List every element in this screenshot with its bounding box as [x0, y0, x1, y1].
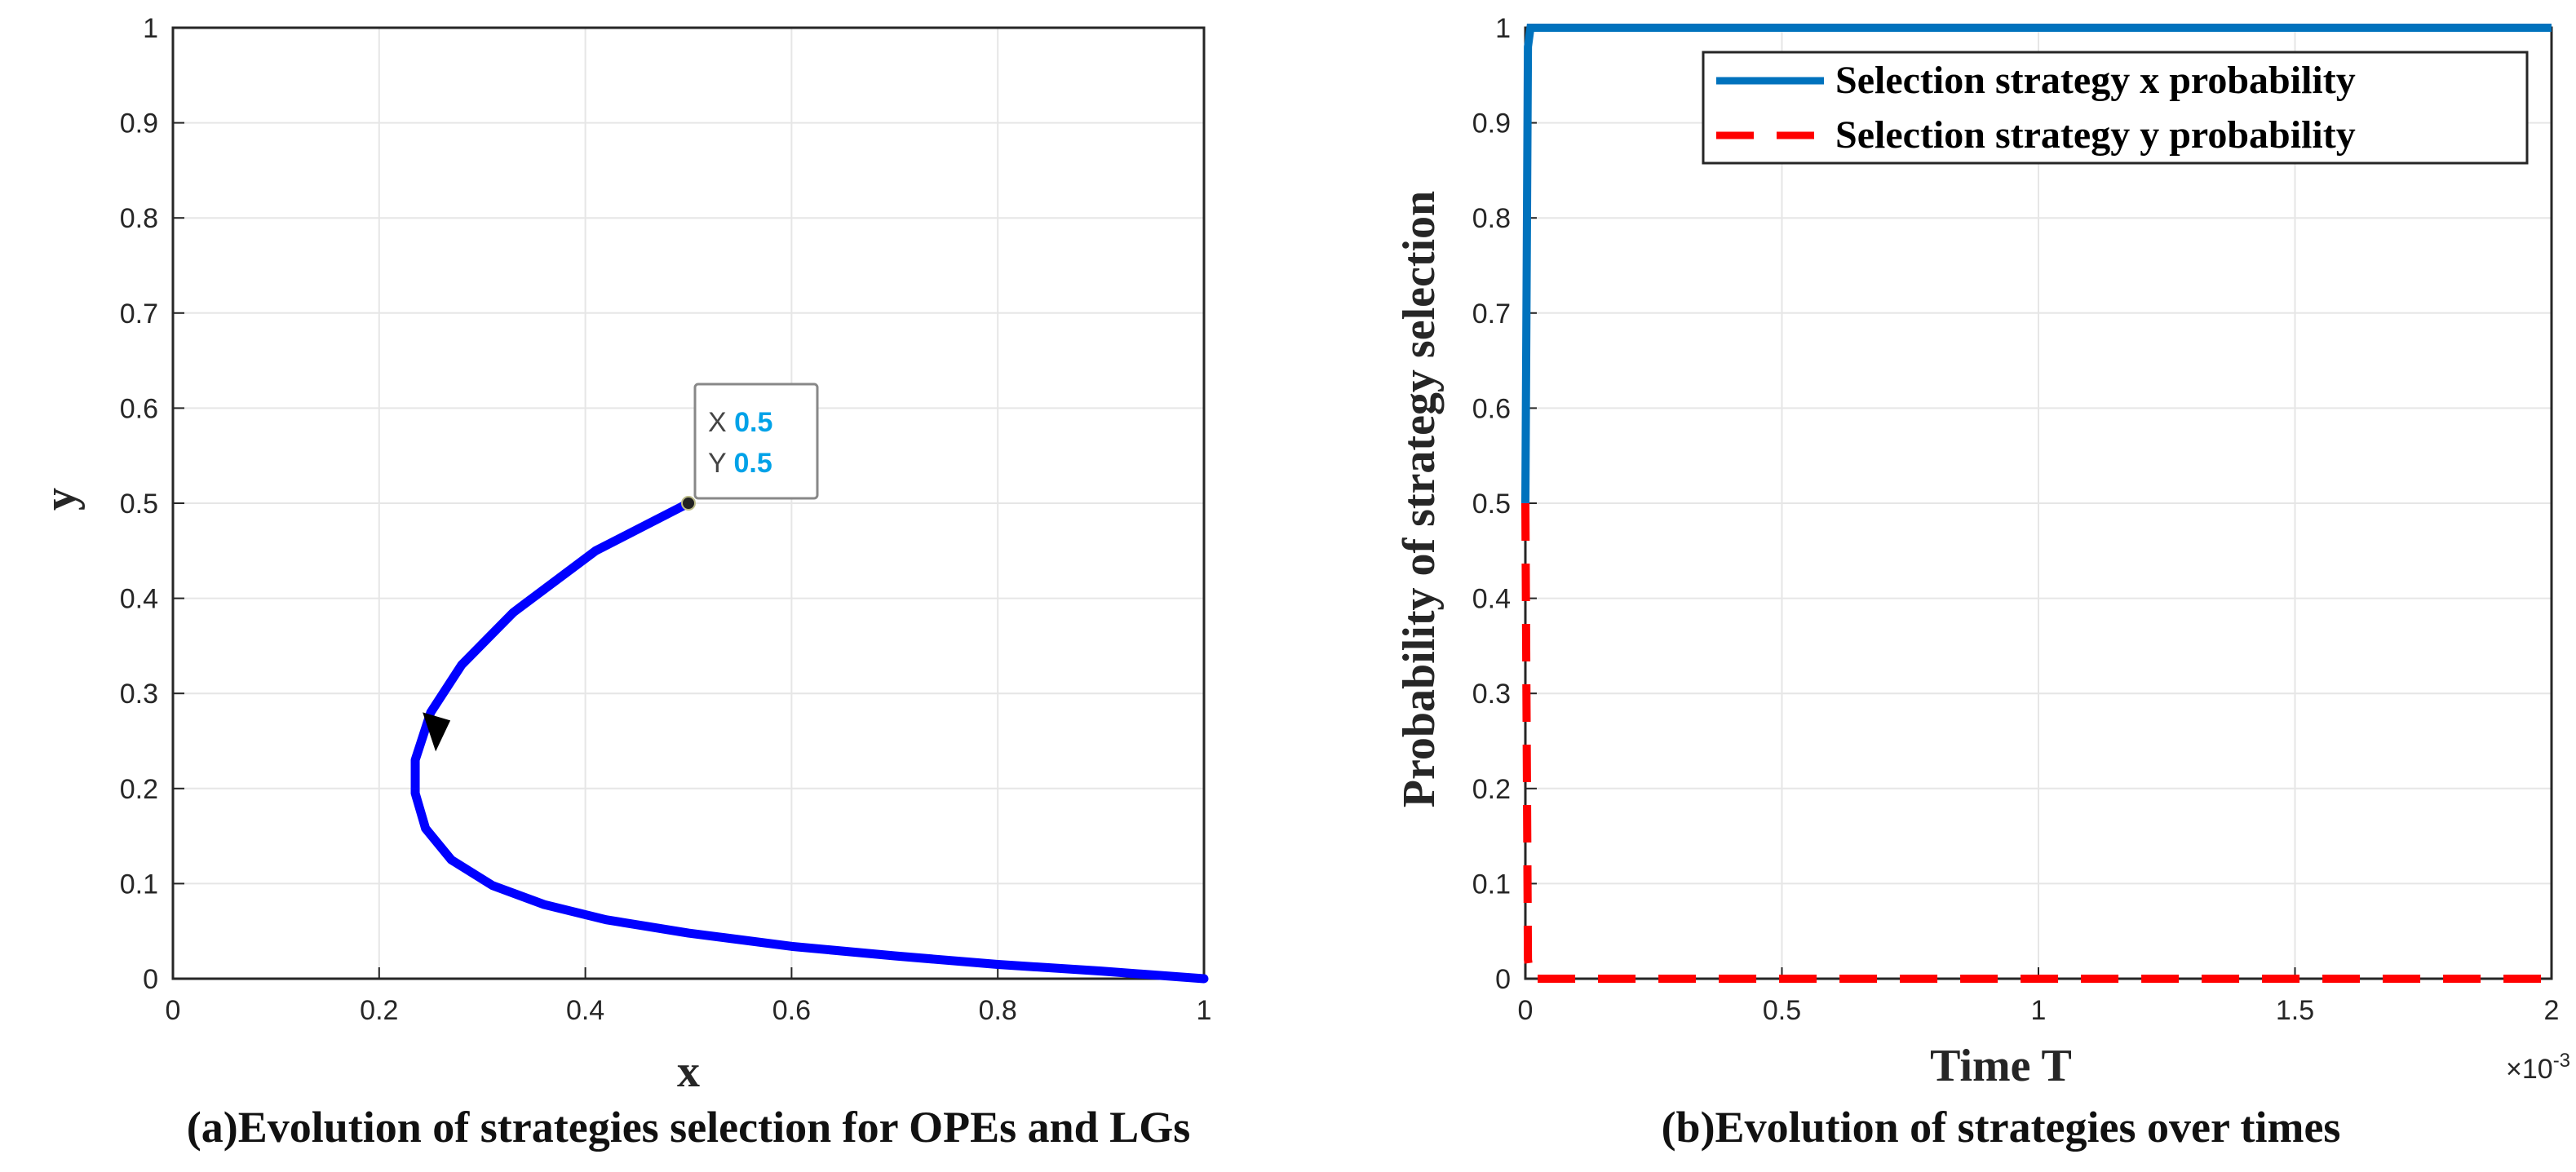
legend-label-y: Selection strategy y probability — [1835, 113, 2356, 157]
y-tick-label: 0.2 — [120, 774, 158, 805]
x-tick-label: 0.5 — [1763, 995, 1801, 1026]
datatip-y-value: 0.5 — [734, 448, 772, 479]
y-tick-label: 0.1 — [1472, 869, 1511, 900]
y-tick-label: 0.8 — [1472, 203, 1511, 234]
datatip-point[interactable] — [681, 496, 696, 511]
datatip-x-row: X 0.5 — [708, 407, 772, 438]
exponent-power: -3 — [2553, 1050, 2570, 1072]
y-tick-label: 0.8 — [120, 203, 158, 234]
chart-a-y-axis-label: y — [35, 488, 86, 511]
x-tick-label: 0.4 — [566, 995, 604, 1026]
legend-label-x: Selection strategy x probability — [1835, 59, 2356, 102]
y-tick-label: 0.6 — [1472, 393, 1511, 424]
datatip-box — [693, 383, 819, 500]
chart-b-caption: (b)Evolution of strategies over times — [1662, 1103, 2341, 1152]
chart-a-ticks: 0 0.2 0.4 0.6 0.8 1 0 0.1 0.2 0.3 0.4 0.5 0.6 0.7 0.8 0… — [120, 13, 1212, 1026]
y-tick-label: 1 — [143, 13, 158, 44]
x-tick-label: 2 — [2544, 995, 2560, 1026]
exponent-base: ×10 — [2506, 1054, 2553, 1085]
series-x-line — [1521, 24, 2552, 504]
trajectory-line — [410, 498, 1209, 984]
y-tick-label: 0.1 — [120, 869, 158, 900]
y-tick-label: 0.3 — [1472, 679, 1511, 710]
direction-arrow — [423, 712, 451, 752]
x-tick-label: 1.5 — [2276, 995, 2314, 1026]
legend-box — [1702, 51, 2529, 165]
chart-b-y-axis-label: Probability of strategy selection — [1394, 191, 1445, 807]
y-tick-label: 0.4 — [120, 584, 158, 615]
y-tick-label: 0.5 — [1472, 489, 1511, 520]
y-tick-label: 0.9 — [1472, 108, 1511, 139]
chart-b-x-exponent: ×10-3 — [2506, 1050, 2570, 1085]
y-tick-label: 0.7 — [120, 299, 158, 329]
chart-a-series — [410, 498, 1209, 984]
x-tick-label: 1 — [2031, 995, 2047, 1026]
y-tick-label: 0.4 — [1472, 584, 1511, 615]
chart-b-legend[interactable]: Selection strategy x probability Selecti… — [1702, 51, 2529, 165]
y-tick-label: 0.6 — [120, 393, 158, 424]
x-tick-label: 0.8 — [979, 995, 1017, 1026]
x-tick-label: 0 — [166, 995, 181, 1026]
chart-a-trajectory: 0 0.2 0.4 0.6 0.8 1 0 0.1 0.2 0.3 0.4 0.5 0.6 0.7 0.8 0… — [35, 13, 1211, 1152]
chart-a-x-axis-label: x — [677, 1046, 700, 1097]
datatip-x-label: X — [708, 407, 734, 438]
y-tick-label: 0 — [1495, 964, 1511, 995]
chart-a-caption: (a)Evolution of strategies selection for… — [187, 1103, 1190, 1152]
x-tick-label: 0.2 — [360, 995, 398, 1026]
y-tick-label: 0 — [143, 964, 158, 995]
y-tick-label: 0.5 — [120, 489, 158, 520]
y-tick-label: 1 — [1495, 13, 1511, 44]
y-tick-label: 0.2 — [1472, 774, 1511, 805]
y-tick-label: 0.3 — [120, 679, 158, 710]
chart-b-ticks: 0 0.5 1 1.5 2 0 0.1 0.2 0.3 0.4 0.5 0.6 0.7 0.8 0.9 1 — [1472, 13, 2560, 1026]
chart-a-datatip[interactable]: X 0.5Y 0.5 — [681, 383, 819, 511]
datatip-y-row: Y 0.5 — [708, 448, 772, 479]
datatip-x-value: 0.5 — [734, 407, 772, 438]
y-tick-label: 0.7 — [1472, 299, 1511, 329]
x-tick-label: 0 — [1518, 995, 1534, 1026]
series-y-line — [1521, 502, 2552, 983]
chart-b-grid — [1525, 27, 2552, 980]
chart-b-time-evolution: 0 0.5 1 1.5 2 0 0.1 0.2 0.3 0.4 0.5 0.6 0.7 0.8 0.9 1 S… — [1394, 13, 2570, 1152]
chart-b-series — [1521, 24, 2552, 983]
datatip-y-label: Y — [708, 448, 734, 479]
x-tick-label: 0.6 — [772, 995, 811, 1026]
chart-b-x-axis-label: Time T — [1930, 1041, 2072, 1091]
y-tick-label: 0.9 — [120, 108, 158, 139]
x-tick-label: 1 — [1197, 995, 1212, 1026]
